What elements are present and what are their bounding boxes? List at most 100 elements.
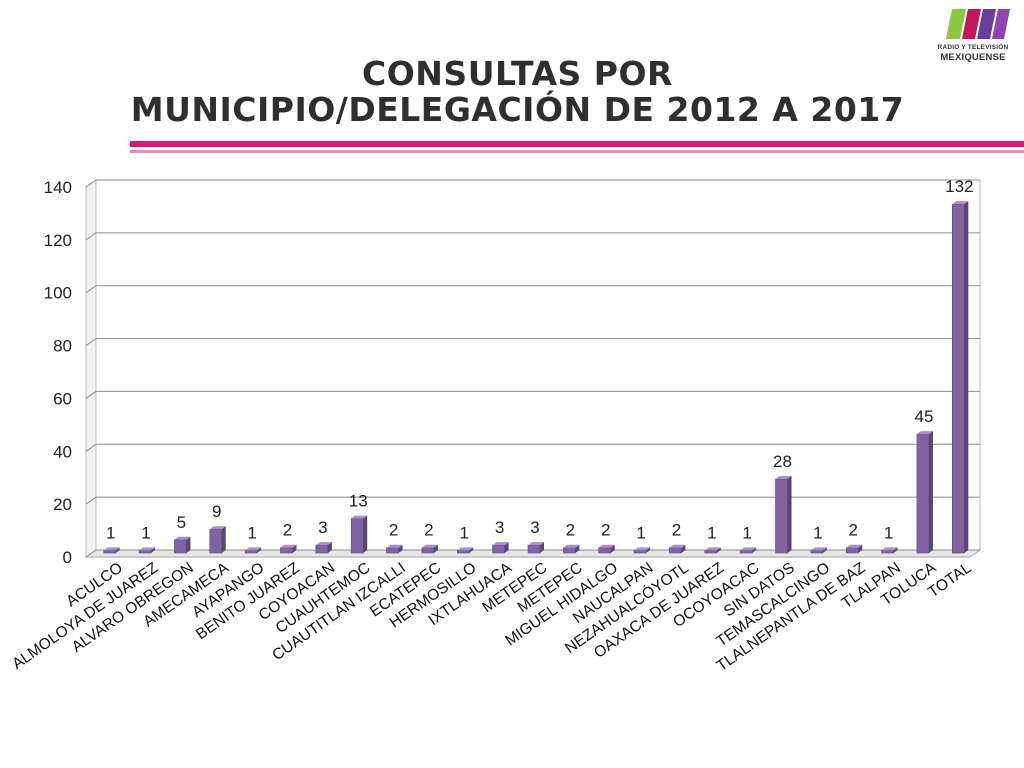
bar-side bbox=[575, 544, 580, 553]
bar bbox=[138, 550, 152, 554]
gridline bbox=[85, 443, 980, 452]
y-tick-label: 40 bbox=[53, 442, 72, 461]
bar-top bbox=[174, 536, 191, 540]
bar bbox=[704, 550, 718, 554]
bar-side bbox=[787, 476, 792, 553]
bar-side bbox=[504, 542, 509, 553]
y-tick-label: 0 bbox=[63, 548, 72, 567]
gridline bbox=[85, 390, 980, 399]
bar-side bbox=[716, 547, 721, 553]
gridline bbox=[85, 338, 980, 346]
bar-top bbox=[139, 547, 156, 551]
bar-top bbox=[846, 544, 863, 548]
bar-side bbox=[822, 547, 827, 553]
data-label: 1 bbox=[813, 523, 822, 542]
bar-top bbox=[634, 547, 651, 551]
data-label: 1 bbox=[141, 523, 150, 542]
bar bbox=[244, 550, 258, 554]
bar bbox=[916, 433, 930, 554]
bar-side bbox=[327, 542, 332, 553]
bar-side bbox=[858, 544, 863, 553]
logo-stripe bbox=[992, 9, 1010, 39]
data-label: 3 bbox=[530, 518, 539, 537]
gridline bbox=[85, 179, 980, 188]
data-label: 9 bbox=[212, 502, 221, 521]
bar bbox=[775, 478, 788, 554]
bar-top bbox=[528, 542, 544, 546]
data-label: 2 bbox=[601, 521, 610, 540]
gridline bbox=[85, 285, 980, 294]
bar bbox=[952, 203, 965, 554]
plot-back-wall bbox=[95, 179, 981, 551]
bar bbox=[598, 547, 612, 554]
y-tick-label: 80 bbox=[53, 337, 72, 356]
data-label: 2 bbox=[672, 521, 681, 540]
data-label: 2 bbox=[566, 521, 575, 540]
bar-side bbox=[610, 544, 615, 553]
y-tick-label: 120 bbox=[44, 231, 72, 250]
bar-side bbox=[433, 544, 438, 553]
data-label: 3 bbox=[495, 518, 504, 537]
title-line-2: MUNICIPIO/DELEGACIÓN DE 2012 A 2017 bbox=[130, 90, 905, 129]
bar-top bbox=[351, 515, 368, 519]
data-label: 5 bbox=[177, 513, 186, 532]
bar bbox=[421, 547, 435, 554]
data-label: 1 bbox=[247, 523, 256, 542]
bar-side bbox=[752, 547, 757, 553]
bar-side bbox=[646, 547, 651, 553]
data-label: 1 bbox=[636, 523, 645, 542]
gridline bbox=[85, 232, 980, 241]
bar bbox=[810, 550, 824, 554]
bar bbox=[739, 550, 753, 554]
data-label: 1 bbox=[742, 523, 751, 542]
logo-stripe bbox=[946, 9, 966, 39]
bar-side bbox=[398, 544, 403, 553]
bar-top bbox=[704, 547, 721, 551]
bar bbox=[103, 550, 116, 554]
bar-top bbox=[492, 542, 509, 546]
bar bbox=[386, 547, 399, 554]
bar bbox=[563, 547, 576, 554]
bar-top bbox=[209, 526, 226, 530]
bar-top bbox=[952, 201, 969, 205]
data-label: 2 bbox=[849, 521, 858, 540]
data-label: 1 bbox=[460, 523, 469, 542]
logo-stripe bbox=[962, 9, 981, 39]
logo-subtitle: RADIO Y TELEVISIÓN bbox=[937, 44, 1009, 51]
bar-top bbox=[810, 547, 827, 551]
bar bbox=[315, 544, 329, 554]
bar-top bbox=[280, 544, 297, 548]
bar bbox=[845, 547, 859, 554]
bar-side bbox=[186, 536, 191, 553]
title-rule bbox=[130, 141, 1024, 147]
data-label: 1 bbox=[707, 523, 716, 542]
bar bbox=[881, 550, 894, 554]
data-label: 45 bbox=[914, 407, 933, 426]
data-label: 13 bbox=[349, 492, 368, 511]
bar bbox=[633, 550, 647, 554]
data-label: 2 bbox=[283, 521, 292, 540]
bar-top bbox=[563, 544, 580, 548]
y-tick-label: 100 bbox=[44, 284, 72, 303]
bar-top bbox=[421, 544, 438, 548]
bar bbox=[174, 539, 187, 554]
data-label: 28 bbox=[773, 452, 792, 471]
logo: RADIO Y TELEVISIÓN MEXIQUENSE bbox=[930, 8, 1016, 68]
bar-side bbox=[469, 547, 474, 553]
gridline bbox=[85, 496, 980, 505]
bar-side bbox=[221, 526, 226, 553]
x-tick-label: ALMOLOYA DE JUAREZ bbox=[9, 559, 161, 673]
data-label: 2 bbox=[389, 521, 398, 540]
bar bbox=[456, 550, 470, 554]
data-label: 1 bbox=[106, 523, 115, 542]
bar-top bbox=[916, 431, 933, 435]
bar-side bbox=[257, 547, 262, 553]
bar bbox=[280, 547, 293, 554]
logo-name: MEXIQUENSE bbox=[940, 52, 1006, 63]
bar-top bbox=[386, 544, 403, 548]
bar-top bbox=[881, 547, 898, 551]
data-label: 132 bbox=[945, 177, 973, 196]
bar-top bbox=[315, 542, 332, 546]
logo-stripes-icon bbox=[946, 9, 1010, 39]
